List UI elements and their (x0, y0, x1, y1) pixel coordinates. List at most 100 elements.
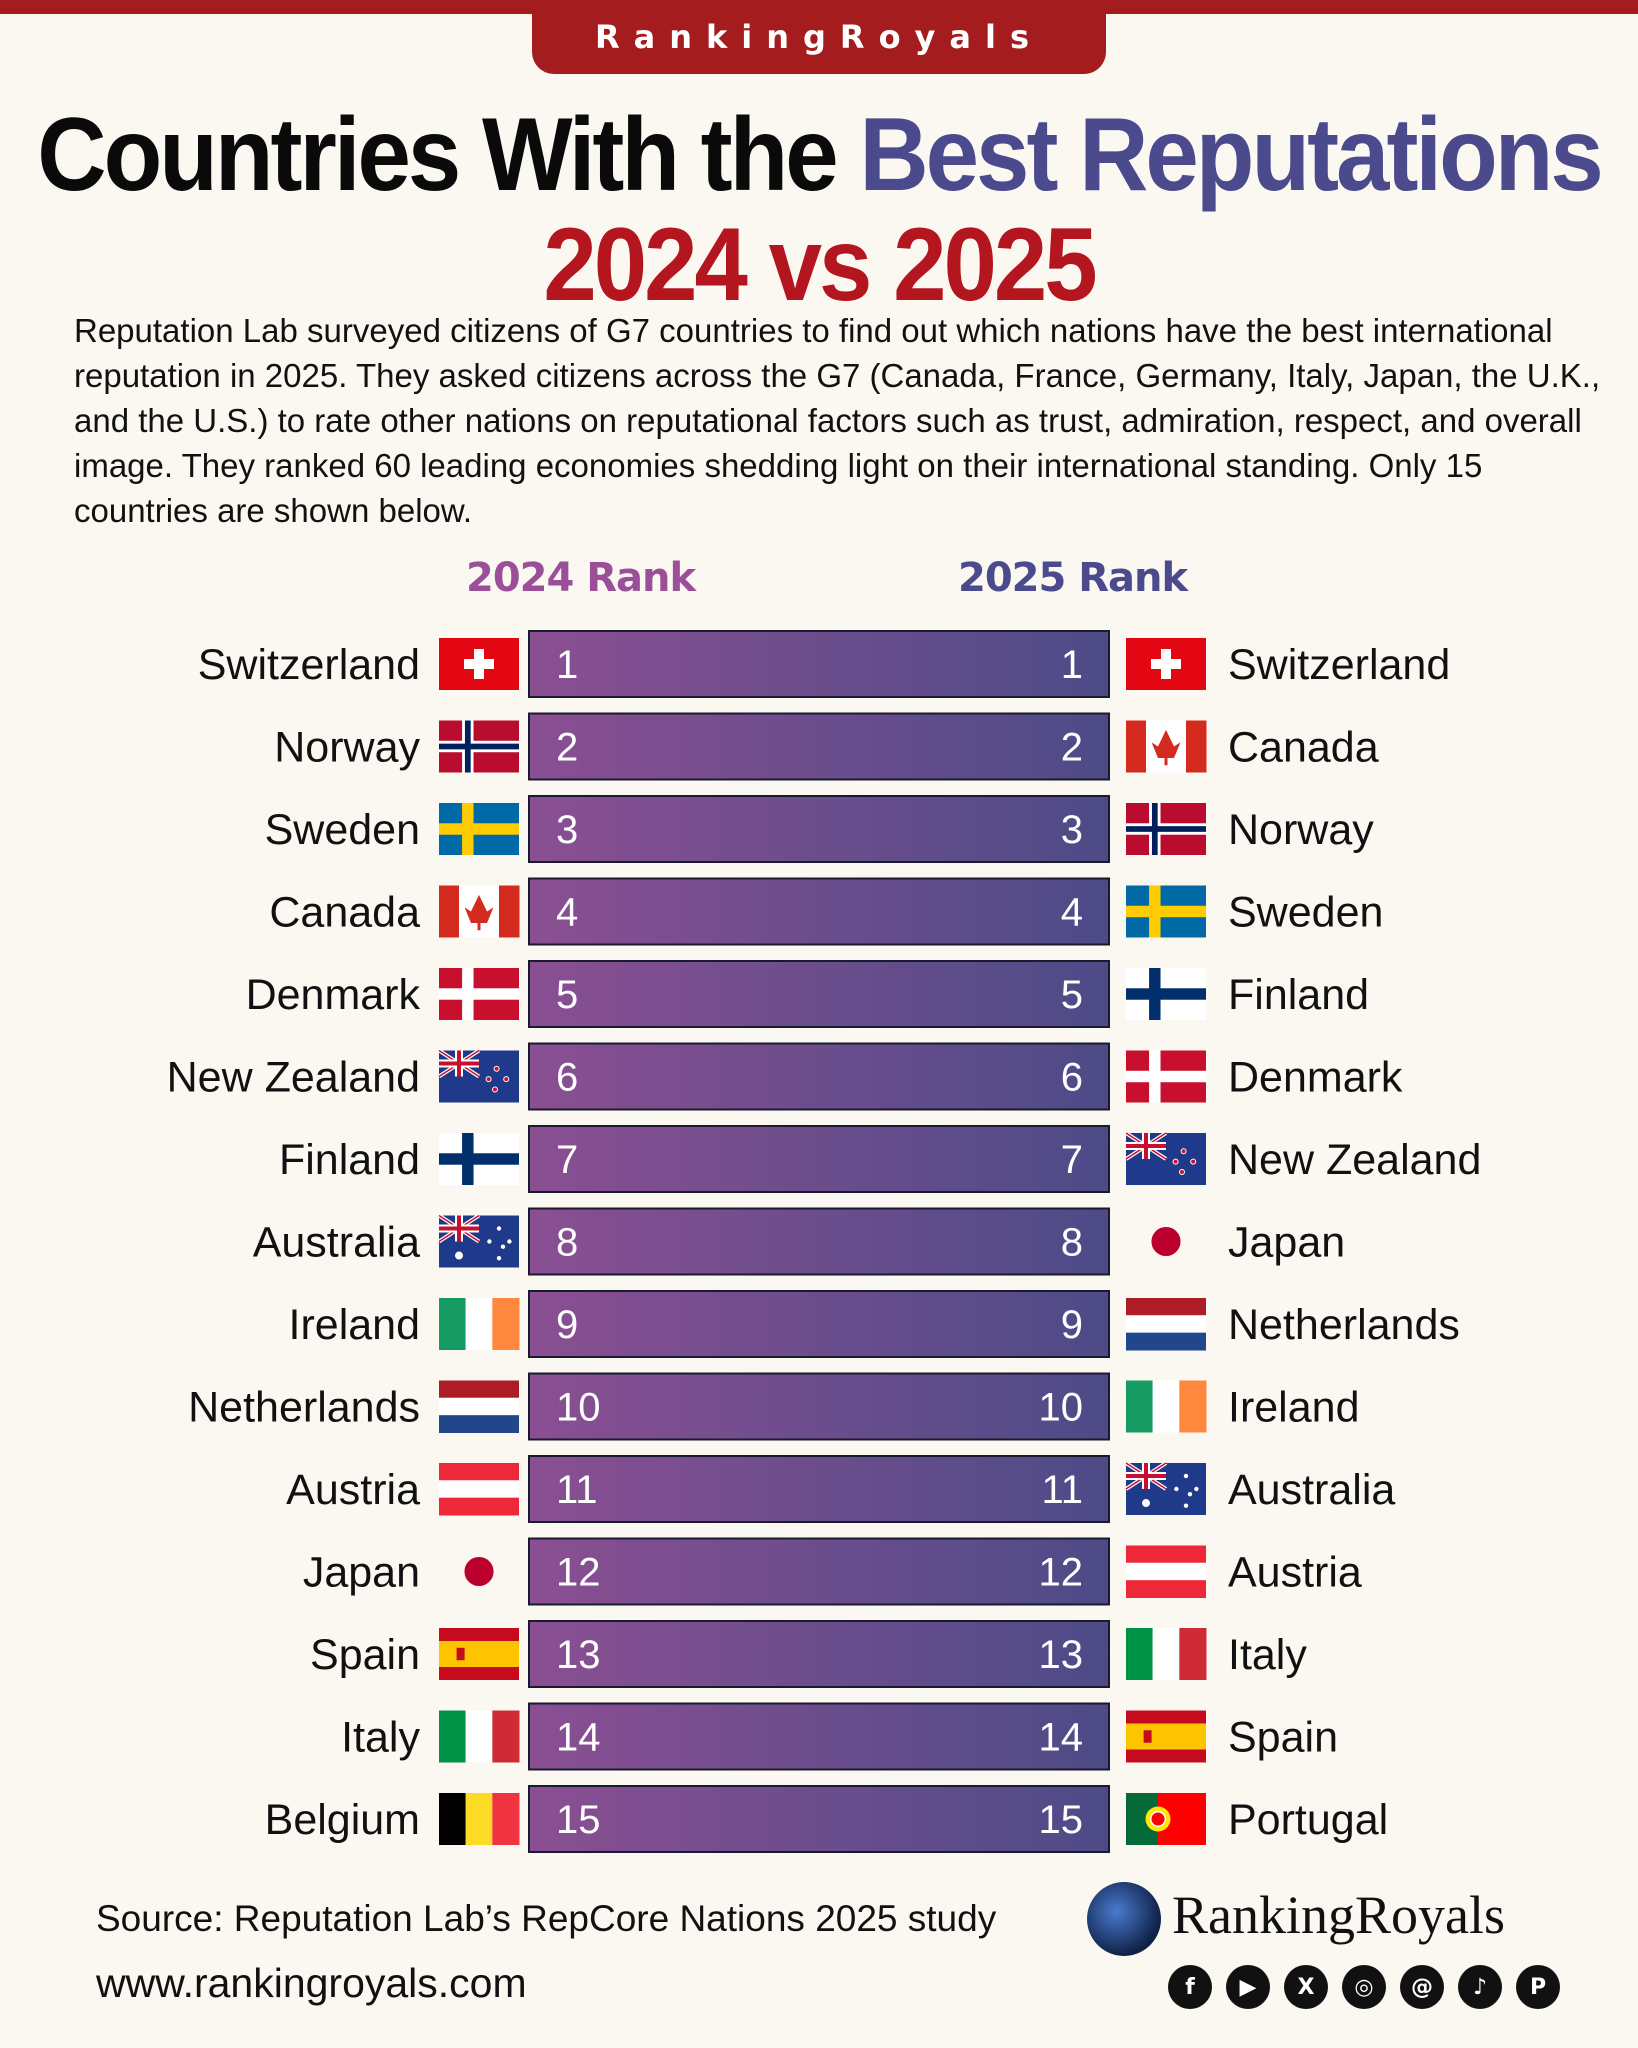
rank-bar (528, 1290, 1110, 1358)
rank-bar (528, 877, 1110, 946)
pinterest-icon[interactable]: P (1516, 1965, 1560, 2009)
rank-bar (528, 1620, 1110, 1688)
rank-label-2024: 8 (556, 1221, 578, 1265)
rank-label-2024: 11 (556, 1468, 598, 1512)
website-link[interactable]: www.rankingroyals.com (96, 1960, 527, 2006)
country-2024: Switzerland (198, 641, 420, 689)
rank-label-2025: 14 (1039, 1716, 1084, 1760)
flag-denmark-icon (439, 968, 519, 1020)
rank-label-2025: 3 (1061, 808, 1083, 852)
rank-label-2025: 10 (1039, 1386, 1084, 1430)
country-2025: Norway (1228, 806, 1374, 854)
flag-spain-icon (1126, 1710, 1206, 1763)
page-subtitle: 2024 vs 2025 (543, 207, 1097, 323)
rank-label-2024: 6 (556, 1056, 578, 1100)
rank-label-2025: 13 (1039, 1633, 1084, 1677)
rank-label-2024: 5 (556, 973, 578, 1017)
rank-bar (528, 1042, 1110, 1111)
country-2025: Italy (1228, 1631, 1307, 1679)
country-2024: Finland (279, 1136, 420, 1184)
threads-icon[interactable]: @ (1400, 1965, 1444, 2009)
rank-label-2025: 7 (1061, 1138, 1083, 1182)
rank-label-2025: 8 (1061, 1221, 1083, 1265)
rank-label-2024: 15 (556, 1798, 601, 1842)
flag-finland-icon (439, 1133, 519, 1185)
flag-italy-icon (439, 1710, 520, 1763)
rank-bar (528, 960, 1110, 1028)
rank-label-2025: 6 (1061, 1056, 1083, 1100)
rank-bar (528, 1455, 1110, 1523)
facebook-icon[interactable]: f (1168, 1965, 1212, 2009)
page-title: Countries With the Best Reputations (0, 96, 1638, 215)
flag-australia-icon (1124, 1461, 1206, 1515)
rank-label-2025: 1 (1061, 643, 1083, 687)
rank-label-2025: 12 (1039, 1551, 1084, 1595)
rank-label-2025: 9 (1061, 1303, 1083, 1347)
flag-austria-icon (439, 1463, 519, 1516)
country-2025: Canada (1228, 724, 1379, 772)
flag-switzerland-icon (439, 638, 519, 690)
country-2025: Portugal (1228, 1796, 1388, 1844)
rank-label-2025: 4 (1061, 891, 1083, 935)
rank-label-2024: 1 (556, 643, 578, 687)
country-2024: Australia (253, 1219, 420, 1267)
rank-bar (528, 1537, 1110, 1606)
flag-portugal-icon (1126, 1793, 1206, 1845)
flag-ireland-icon (439, 1298, 520, 1350)
column-heading-2024: 2024 Rank (466, 555, 696, 601)
country-2024: New Zealand (167, 1054, 420, 1102)
rank-bar (528, 1125, 1110, 1193)
flag-netherlands-icon (439, 1380, 519, 1433)
country-2025: Sweden (1228, 889, 1383, 937)
rank-label-2024: 2 (556, 726, 578, 770)
country-2024: Denmark (246, 971, 421, 1019)
country-2025: Ireland (1228, 1384, 1359, 1432)
country-2024: Spain (310, 1631, 420, 1679)
flag-australia-icon (437, 1213, 519, 1268)
column-heading-2025: 2025 Rank (958, 555, 1188, 601)
country-2024: Italy (341, 1714, 420, 1762)
rank-label-2024: 13 (556, 1633, 601, 1677)
flag-belgium-icon (439, 1793, 520, 1845)
flag-new-zealand-icon (437, 1048, 519, 1103)
rank-bar (528, 712, 1110, 781)
flag-canada-icon (1126, 720, 1207, 773)
rank-label-2025: 11 (1041, 1468, 1083, 1512)
flag-norway-icon (1126, 803, 1206, 855)
country-2024: Belgium (265, 1796, 420, 1844)
instagram-icon[interactable]: ◎ (1342, 1965, 1386, 2009)
youtube-icon[interactable]: ▶ (1226, 1965, 1270, 2009)
flag-italy-icon (1126, 1628, 1207, 1680)
country-2024: Sweden (265, 806, 420, 854)
flag-finland-icon (1126, 968, 1206, 1020)
flag-austria-icon (1126, 1545, 1206, 1598)
x-icon[interactable]: X (1284, 1965, 1328, 2009)
country-2025: New Zealand (1228, 1136, 1481, 1184)
flag-spain-icon (439, 1628, 519, 1680)
rank-label-2024: 4 (556, 891, 578, 935)
rank-label-2025: 2 (1061, 726, 1083, 770)
rank-bar (528, 1785, 1110, 1853)
flag-new-zealand-icon (1124, 1131, 1206, 1185)
brand-logo-icon (1087, 1882, 1161, 1956)
social-links: f ▶ X ◎ @ ♪ P (1168, 1965, 1560, 2009)
country-2025: Netherlands (1228, 1301, 1460, 1349)
flag-norway-icon (439, 720, 519, 773)
brand-logo-text: RankingRoyals (1172, 1885, 1505, 1945)
rank-label-2024: 12 (556, 1551, 601, 1595)
tiktok-icon[interactable]: ♪ (1458, 1965, 1502, 2009)
country-2024: Austria (286, 1466, 420, 1514)
rank-label-2024: 9 (556, 1303, 578, 1347)
country-2024: Japan (303, 1549, 420, 1597)
country-2025: Australia (1228, 1466, 1395, 1514)
country-2024: Norway (274, 724, 420, 772)
rank-label-2024: 7 (556, 1138, 578, 1182)
country-2025: Spain (1228, 1714, 1338, 1762)
rank-bar (528, 630, 1110, 698)
country-2024: Netherlands (188, 1384, 420, 1432)
rank-bar (528, 1702, 1110, 1771)
flag-japan-icon (1126, 1215, 1206, 1268)
description: Reputation Lab surveyed citizens of G7 c… (74, 312, 1601, 529)
flag-canada-icon (439, 885, 520, 938)
